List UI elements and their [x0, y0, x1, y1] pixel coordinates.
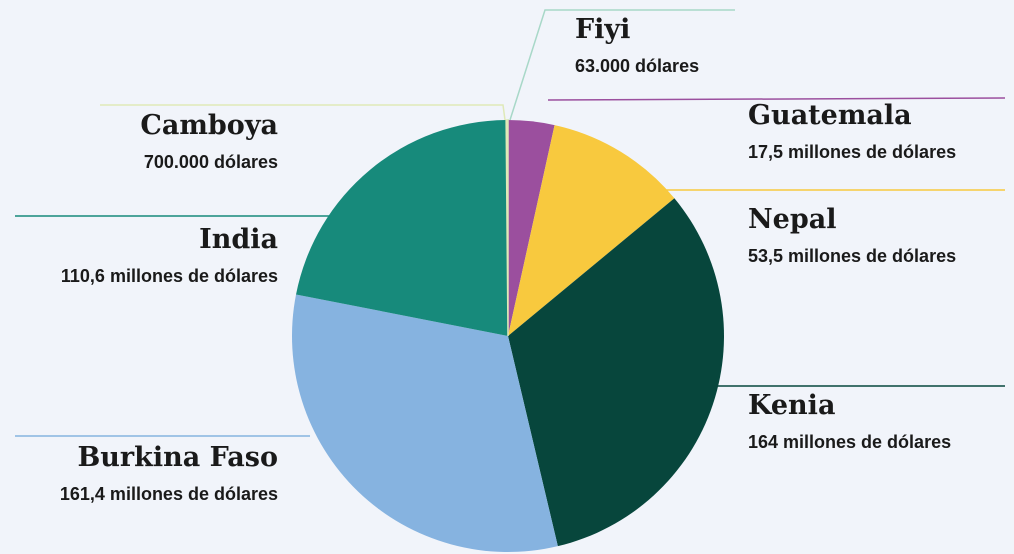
category-label: Fiyi	[575, 14, 630, 45]
category-label: Kenia	[748, 390, 835, 421]
leader-line	[509, 9, 735, 121]
value-label: 700.000 dólares	[144, 152, 278, 172]
pie-slice	[296, 120, 508, 336]
leader-line	[547, 97, 1006, 101]
pie-slice	[508, 120, 555, 337]
pie-slice	[292, 294, 558, 552]
pie-slice	[508, 125, 675, 336]
value-label: 17,5 millones de dólares	[748, 142, 956, 162]
category-label: Camboya	[140, 110, 278, 141]
category-label: India	[199, 224, 278, 255]
leader-line	[100, 104, 506, 121]
value-label: 161,4 millones de dólares	[60, 484, 278, 504]
value-label: 110,6 millones de dólares	[61, 266, 278, 286]
value-label: 164 millones de dólares	[748, 432, 951, 452]
category-label: Burkina Faso	[77, 442, 278, 473]
category-label: Nepal	[748, 204, 837, 235]
pie-slice	[508, 198, 724, 547]
pie-slice	[505, 119, 509, 337]
value-label: 53,5 millones de dólares	[748, 246, 956, 266]
value-label: 63.000 dólares	[575, 56, 699, 76]
category-label: Guatemala	[748, 100, 912, 131]
